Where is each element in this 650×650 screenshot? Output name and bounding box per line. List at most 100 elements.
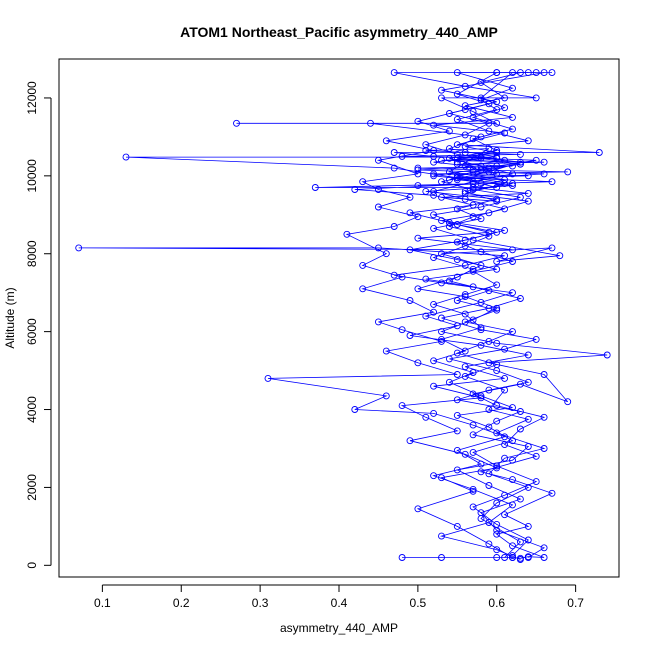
data-point — [493, 361, 501, 369]
data-point — [469, 487, 477, 495]
data-point — [422, 147, 430, 154]
data-point — [414, 285, 422, 293]
data-point — [430, 172, 438, 180]
data-point — [493, 258, 501, 265]
data-point — [422, 275, 430, 283]
data-point — [445, 168, 453, 176]
data-point — [603, 351, 611, 359]
data-point — [532, 156, 540, 164]
data-point — [485, 287, 493, 295]
data-point — [485, 164, 493, 172]
data-point — [469, 213, 477, 221]
data-point — [233, 119, 240, 127]
y-tick-label: 0 — [25, 562, 39, 569]
data-point — [540, 158, 548, 166]
data-point — [524, 378, 532, 386]
data-point — [493, 197, 501, 205]
data-point — [524, 536, 532, 544]
data-point — [406, 246, 414, 254]
data-point — [414, 359, 422, 367]
data-point — [445, 127, 453, 135]
data-point — [493, 520, 501, 528]
x-tick-label: 0.7 — [567, 596, 584, 610]
data-point — [359, 261, 367, 269]
data-point — [311, 184, 319, 191]
data-point — [469, 267, 477, 275]
data-point — [469, 168, 477, 176]
data-point — [509, 476, 516, 484]
data-point — [430, 158, 438, 166]
data-point — [501, 129, 509, 137]
data-point — [493, 417, 501, 425]
data-point — [524, 137, 532, 145]
data-point — [501, 386, 509, 394]
data-point — [493, 304, 501, 312]
data-point — [453, 158, 461, 166]
data-point — [351, 406, 359, 413]
data-point — [509, 258, 516, 265]
y-tick-label: 4000 — [25, 396, 39, 423]
data-point — [398, 554, 406, 561]
data-point — [524, 197, 532, 205]
data-point — [374, 203, 382, 211]
data-point — [477, 248, 485, 256]
data-point — [461, 187, 469, 195]
series-0-line — [394, 72, 608, 559]
data-point — [359, 178, 367, 186]
data-point — [430, 472, 438, 480]
y-tick-label: 2000 — [25, 474, 39, 501]
data-point — [453, 411, 461, 419]
data-point — [461, 291, 469, 299]
y-tick-label: 10000 — [25, 159, 39, 193]
data-point — [493, 281, 501, 289]
data-point — [493, 69, 501, 77]
data-point — [469, 283, 477, 291]
data-point — [390, 271, 398, 279]
data-point — [406, 437, 414, 445]
data-point — [509, 328, 516, 336]
data-point — [438, 335, 445, 343]
data-point — [406, 209, 414, 217]
data-point — [524, 483, 532, 491]
data-point — [398, 402, 406, 410]
data-point — [438, 94, 445, 102]
data-point — [398, 152, 406, 160]
data-point — [501, 345, 509, 353]
data-point — [469, 184, 477, 191]
data-point — [430, 211, 438, 219]
data-point — [524, 172, 532, 180]
data-point — [469, 265, 477, 273]
data-point — [382, 347, 390, 355]
data-point — [477, 133, 485, 141]
data-point — [438, 279, 445, 287]
data-point — [414, 166, 422, 174]
x-tick-label: 0.1 — [94, 596, 111, 610]
data-point — [493, 546, 501, 554]
data-point — [493, 462, 501, 470]
data-point — [453, 69, 461, 77]
data-point — [509, 84, 516, 92]
data-point — [438, 314, 445, 322]
plot-frame — [58, 58, 620, 578]
data-point — [501, 180, 509, 188]
y-tick-label: 8000 — [25, 240, 39, 267]
data-point — [477, 94, 485, 102]
data-point — [477, 162, 485, 170]
data-point — [524, 554, 532, 561]
data-point — [516, 150, 524, 158]
data-point — [524, 351, 532, 359]
data-point — [430, 191, 438, 199]
data-point — [414, 213, 422, 221]
data-point — [485, 232, 493, 240]
data-point — [414, 182, 422, 190]
data-point — [438, 337, 445, 345]
data-point — [493, 499, 501, 507]
data-point — [469, 236, 477, 244]
data-point — [516, 295, 524, 302]
data-point — [493, 339, 501, 347]
data-point — [453, 273, 461, 281]
data-point — [501, 374, 509, 382]
data-point — [374, 186, 382, 193]
data-point — [509, 542, 516, 550]
